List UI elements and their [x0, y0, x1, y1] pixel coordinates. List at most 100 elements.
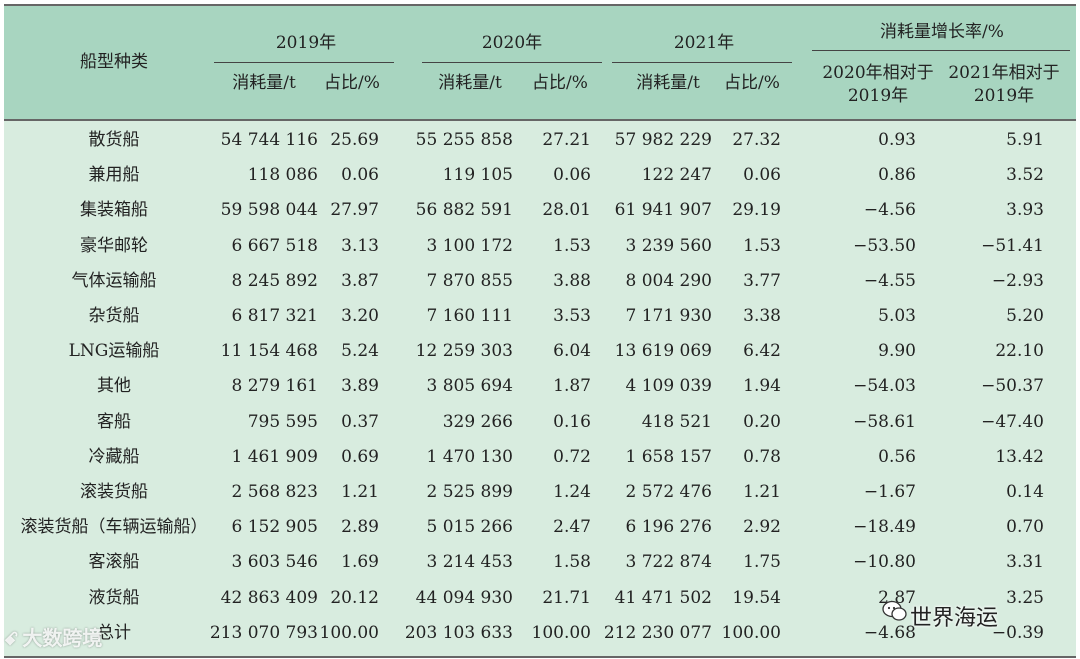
- table-row: 散货船 54 744 116 25.69 55 255 858 27.21 57 982 …: [4, 123, 1076, 158]
- cell-growth-2020: 9.90: [878, 341, 916, 362]
- cell-growth-2021: 3.31: [1006, 552, 1044, 573]
- cell-2021-consumption: 6 196 276: [625, 517, 712, 538]
- cell-2021-consumption: 4 109 039: [625, 376, 712, 397]
- cell-2021-share: 1.94: [743, 376, 781, 397]
- cell-2020-consumption: 329 266: [442, 411, 513, 432]
- cell-2021-share: 0.20: [743, 411, 781, 432]
- cell-2021-share: 100.00: [721, 622, 781, 643]
- data-table: 船型种类 2019年 消耗量/t 占比/% 2020年 消耗量/t 占比/% 2…: [4, 4, 1076, 658]
- header-rule-2021: [612, 62, 792, 63]
- header-2021: 2021年: [673, 33, 735, 53]
- cell-growth-2021: 0.14: [1006, 482, 1044, 502]
- cell-2021-consumption: 13 619 069: [614, 341, 712, 362]
- cell-2019-consumption: 8 279 161: [231, 376, 318, 397]
- cell-2019-share: 1.69: [341, 552, 379, 573]
- cell-2021-consumption: 7 171 930: [625, 306, 712, 326]
- cell-growth-2021: 5.91: [1006, 130, 1044, 150]
- cell-2019-consumption: 59 598 044: [220, 200, 318, 221]
- cell-growth-2020: −1.67: [863, 482, 916, 502]
- cell-2019-share: 27.97: [330, 200, 379, 221]
- header-growth-2020-line2: 2019年: [847, 86, 909, 106]
- table-row: 滚装货船（车辆运输船） 6 152 905 2.89 5 015 266 2.47 6 1…: [4, 510, 1076, 545]
- cell-2020-consumption: 55 255 858: [415, 130, 513, 150]
- cell-growth-2021: −50.37: [981, 376, 1044, 397]
- cell-ship-type: 冷藏船: [88, 446, 140, 467]
- cell-2021-share: 0.78: [743, 446, 781, 467]
- table-row: 冷藏船 1 461 909 0.69 1 470 130 0.72 1 658 157 0.…: [4, 440, 1076, 475]
- cell-growth-2021: 3.25: [1006, 587, 1044, 608]
- table-row: 杂货船 6 817 321 3.20 7 160 111 3.53 7 171 930 3.…: [4, 299, 1076, 334]
- cell-2021-consumption: 212 230 077: [603, 622, 712, 643]
- cell-growth-2020: 0.56: [878, 446, 916, 467]
- cell-2020-share: 1.58: [553, 552, 591, 573]
- cell-2020-consumption: 1 470 130: [426, 446, 513, 467]
- cell-ship-type: LNG运输船: [68, 341, 160, 362]
- header-2019-consumption: 消耗量/t: [232, 73, 296, 93]
- cell-ship-type: 兼用船: [88, 165, 140, 186]
- cell-growth-2021: −51.41: [981, 235, 1044, 256]
- header-2020-share: 占比/%: [532, 73, 588, 93]
- cell-2021-consumption: 2 572 476: [625, 482, 712, 502]
- header-rule-growth: [812, 50, 1070, 51]
- cell-2020-share: 28.01: [542, 200, 591, 221]
- cell-2021-share: 27.32: [732, 130, 781, 150]
- cell-2020-share: 0.16: [553, 411, 591, 432]
- cell-2020-consumption: 3 214 453: [426, 552, 513, 573]
- cell-ship-type: 集装箱船: [80, 200, 148, 221]
- cell-2020-consumption: 3 100 172: [426, 235, 513, 256]
- cell-growth-2020: −54.03: [853, 376, 916, 397]
- cell-growth-2020: −4.68: [863, 622, 916, 643]
- cell-2020-share: 3.88: [553, 270, 591, 291]
- cell-2021-share: 1.53: [743, 235, 781, 256]
- cell-2021-consumption: 3 239 560: [625, 235, 712, 256]
- cell-2020-share: 0.06: [553, 165, 591, 186]
- cell-2020-consumption: 12 259 303: [415, 341, 513, 362]
- cell-2021-consumption: 1 658 157: [625, 446, 712, 467]
- cell-ship-type: 豪华邮轮: [80, 235, 148, 256]
- cell-2020-consumption: 119 105: [442, 165, 513, 186]
- table-header: 船型种类 2019年 消耗量/t 占比/% 2020年 消耗量/t 占比/% 2…: [4, 6, 1076, 121]
- cell-growth-2021: 3.52: [1006, 165, 1044, 186]
- cell-ship-type: 散货船: [88, 130, 140, 150]
- cell-2021-share: 0.06: [743, 165, 781, 186]
- table-row: 气体运输船 8 245 892 3.87 7 870 855 3.88 8 004 290…: [4, 264, 1076, 299]
- cell-ship-type: 其他: [97, 376, 131, 397]
- table-row: 其他 8 279 161 3.89 3 805 694 1.87 4 109 039 1.9…: [4, 369, 1076, 404]
- cell-2019-consumption: 3 603 546: [231, 552, 318, 573]
- cell-growth-2020: 0.86: [878, 165, 916, 186]
- cell-2019-share: 100.00: [319, 622, 379, 643]
- header-ship-type: 船型种类: [80, 52, 148, 72]
- cell-2021-share: 3.77: [743, 270, 781, 291]
- cell-ship-type: 滚装货船: [80, 482, 148, 502]
- table-row: 客滚船 3 603 546 1.69 3 214 453 1.58 3 722 874 1.…: [4, 545, 1076, 580]
- cell-growth-2020: −10.80: [853, 552, 916, 573]
- cell-2019-share: 2.89: [341, 517, 379, 538]
- cell-2021-share: 19.54: [732, 587, 781, 608]
- cell-growth-2021: 3.93: [1006, 200, 1044, 221]
- cell-2019-consumption: 1 461 909: [231, 446, 318, 467]
- cell-2021-consumption: 122 247: [641, 165, 712, 186]
- cell-2020-consumption: 56 882 591: [415, 200, 513, 221]
- cell-ship-type: 滚装货船（车辆运输船）: [20, 517, 208, 538]
- table-row: 集装箱船 59 598 044 27.97 56 882 591 28.01 61 941…: [4, 193, 1076, 228]
- cell-2019-share: 25.69: [330, 130, 379, 150]
- cell-growth-2021: 22.10: [995, 341, 1044, 362]
- cell-growth-2020: 0.93: [878, 130, 916, 150]
- cell-2021-consumption: 3 722 874: [625, 552, 712, 573]
- cell-2020-consumption: 2 525 899: [426, 482, 513, 502]
- cell-growth-2021: 5.20: [1006, 306, 1044, 326]
- cell-2019-consumption: 6 817 321: [231, 306, 318, 326]
- header-2019: 2019年: [275, 33, 337, 53]
- cell-growth-2021: −0.39: [991, 622, 1044, 643]
- table-row: 总计 213 070 793 100.00 203 103 633 100.00 212 …: [4, 616, 1076, 651]
- cell-2019-consumption: 795 595: [247, 411, 318, 432]
- cell-2021-share: 29.19: [732, 200, 781, 221]
- cell-2019-consumption: 6 152 905: [231, 517, 318, 538]
- table-row: 客船 795 595 0.37 329 266 0.16 418 521 0.20 −58.6…: [4, 405, 1076, 440]
- cell-2020-share: 2.47: [553, 517, 591, 538]
- table-row: 兼用船 118 086 0.06 119 105 0.06 122 247 0.06 0.86…: [4, 158, 1076, 193]
- cell-2021-share: 1.75: [743, 552, 781, 573]
- header-2019-share: 占比/%: [324, 73, 380, 93]
- wechat-icon: [882, 600, 907, 621]
- cell-growth-2021: 0.70: [1006, 517, 1044, 538]
